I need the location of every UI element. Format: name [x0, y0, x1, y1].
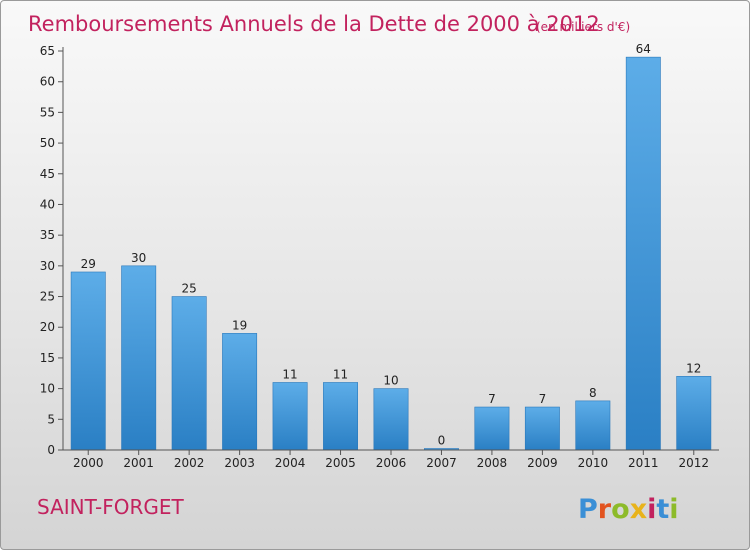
- bar-2010: [575, 400, 611, 451]
- y-tick-label: 5: [47, 412, 55, 426]
- y-tick-label: 60: [40, 75, 55, 89]
- x-tick-label-2002: 2002: [174, 456, 205, 470]
- bar-2008: [474, 406, 510, 451]
- x-tick-label-2012: 2012: [678, 456, 709, 470]
- x-tick-label-2000: 2000: [73, 456, 104, 470]
- y-tick-label: 55: [40, 105, 55, 119]
- bar-2012: [676, 376, 712, 451]
- proxiti-logo: Proxiti: [578, 494, 679, 525]
- x-tick-label-2003: 2003: [224, 456, 255, 470]
- bar-2001: [121, 265, 157, 451]
- x-tick-label-2008: 2008: [477, 456, 508, 470]
- value-label-2012: 12: [686, 361, 701, 375]
- bar-2005: [323, 382, 358, 451]
- value-label-2001: 30: [131, 251, 146, 265]
- y-tick-label: 0: [47, 443, 55, 457]
- value-label-2002: 25: [182, 282, 197, 296]
- value-label-2009: 7: [539, 392, 547, 406]
- x-tick-label-2006: 2006: [376, 456, 407, 470]
- value-label-2006: 10: [383, 374, 398, 388]
- x-tick-label-2001: 2001: [123, 456, 154, 470]
- bars: 29 30 25 19 11 11 10 0 7 7 8 64 12: [70, 42, 712, 451]
- y-tick-label: 10: [40, 382, 55, 396]
- bar-2011: [625, 56, 661, 451]
- value-label-2010: 8: [589, 386, 597, 400]
- chart-title: Remboursements Annuels de la Dette de 20…: [28, 12, 600, 36]
- value-label-2004: 11: [282, 367, 297, 381]
- bar-2003: [222, 333, 258, 451]
- x-tick-label-2011: 2011: [628, 456, 659, 470]
- chart-unit-label: (en milliers d'€): [536, 20, 630, 34]
- x-tick-label-2009: 2009: [527, 456, 558, 470]
- y-tick-label: 40: [40, 197, 55, 211]
- value-label-2005: 11: [333, 367, 348, 381]
- logo-letter: r: [598, 494, 612, 525]
- bar-2009: [524, 406, 560, 451]
- bar-2002: [171, 296, 207, 451]
- x-tick-label-2007: 2007: [426, 456, 457, 470]
- y-tick-label: 45: [40, 167, 55, 181]
- y-axis: 0 5 10 15 20 25 30 35 40 45 50 55 60 65: [40, 44, 64, 457]
- logo-letter: t: [656, 494, 669, 525]
- x-tick-label-2005: 2005: [325, 456, 356, 470]
- x-axis: 2000 2001 2002 2003 2004 2005 2006 2007 2008 2009…: [63, 449, 719, 470]
- y-tick-label: 50: [40, 136, 55, 150]
- logo-letter: i: [647, 494, 656, 525]
- y-tick-label: 65: [40, 44, 55, 58]
- y-tick-label: 20: [40, 320, 55, 334]
- bar-2000: [70, 271, 106, 451]
- value-label-2000: 29: [81, 257, 96, 271]
- bar-2004: [272, 382, 308, 451]
- bar-2006: [373, 388, 409, 451]
- y-tick-label: 15: [40, 351, 55, 365]
- value-label-2008: 7: [488, 392, 496, 406]
- logo-letter: x: [630, 494, 647, 525]
- value-label-2003: 19: [232, 318, 247, 332]
- value-label-2011: 64: [636, 42, 651, 56]
- x-tick-label-2004: 2004: [275, 456, 306, 470]
- commune-name: SAINT-FORGET: [37, 495, 184, 519]
- logo-letter: P: [578, 494, 598, 525]
- x-tick-label-2010: 2010: [578, 456, 609, 470]
- y-tick-label: 35: [40, 228, 55, 242]
- logo-letter: o: [611, 494, 630, 525]
- y-tick-label: 30: [40, 259, 55, 273]
- logo-letter: i: [669, 494, 678, 525]
- value-label-2007: 0: [438, 434, 446, 448]
- y-tick-label: 25: [40, 290, 55, 304]
